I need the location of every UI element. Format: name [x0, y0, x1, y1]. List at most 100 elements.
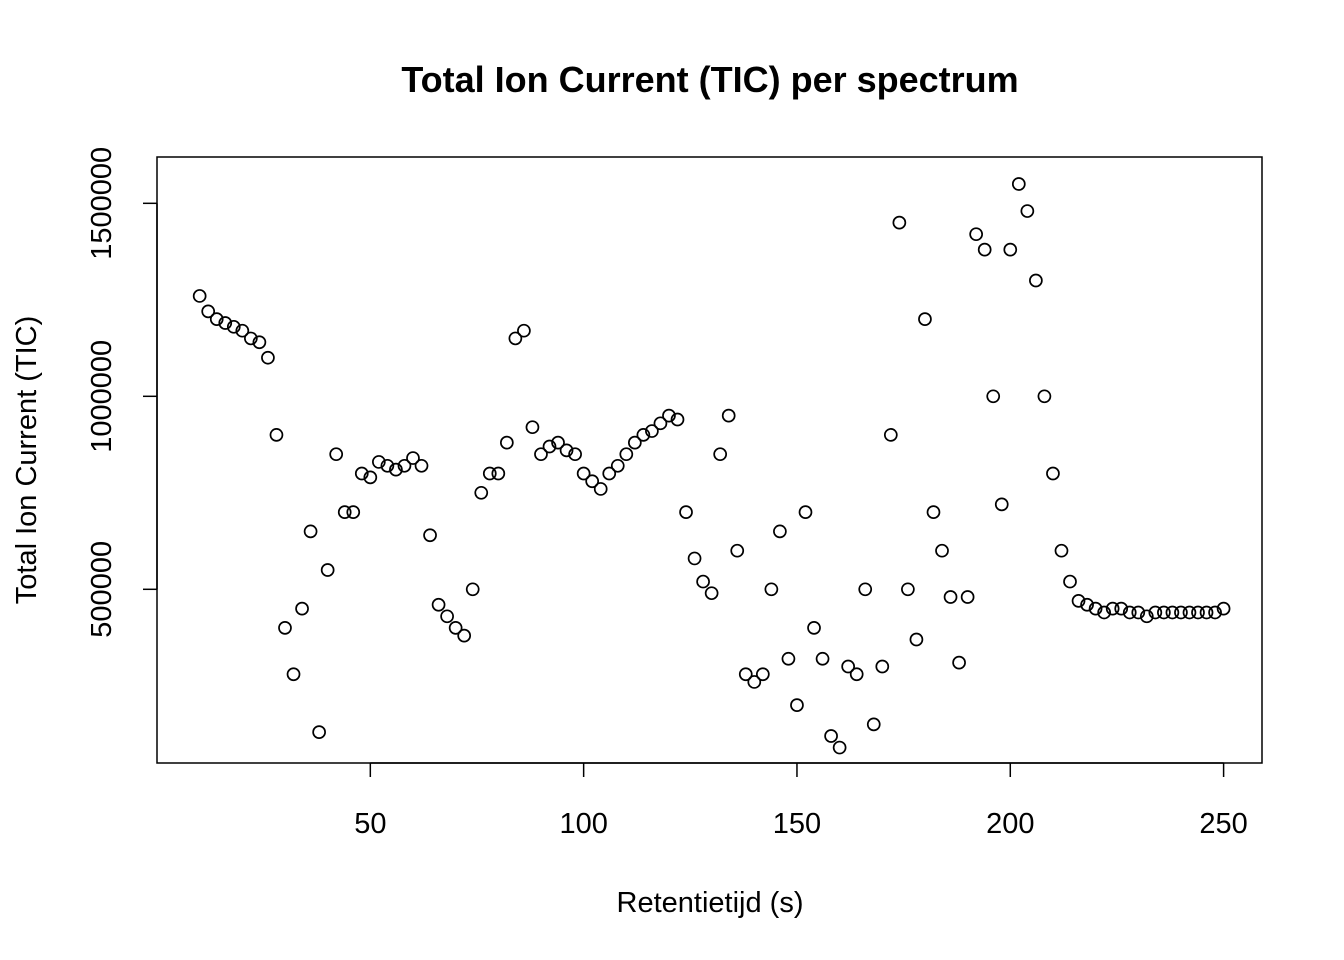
data-point	[1054, 543, 1069, 558]
data-point	[568, 447, 582, 462]
data-point	[781, 651, 796, 666]
data-point	[935, 543, 949, 558]
y-tick-label: 1000000	[86, 340, 118, 453]
data-point	[491, 466, 506, 481]
data-point	[909, 632, 924, 647]
data-point	[431, 597, 446, 612]
y-tick-label: 1500000	[86, 147, 118, 260]
data-point	[482, 466, 497, 481]
data-point	[1148, 605, 1163, 620]
data-point	[773, 524, 787, 539]
data-point	[619, 447, 634, 462]
data-point	[901, 582, 915, 597]
data-point	[1037, 389, 1052, 404]
data-point	[696, 574, 710, 589]
data-point	[397, 458, 412, 473]
data-point	[730, 543, 745, 558]
data-point	[960, 590, 975, 604]
plot-frame	[156, 156, 1263, 764]
data-point	[201, 304, 216, 319]
x-tick-label: 150	[773, 808, 821, 840]
data-point	[337, 505, 352, 519]
data-point	[602, 466, 617, 481]
data-point	[952, 655, 966, 670]
x-tick-label: 250	[1199, 808, 1247, 840]
x-tick-label: 50	[354, 808, 386, 840]
data-point	[585, 474, 600, 489]
data-point	[499, 435, 514, 450]
data-point	[747, 675, 762, 689]
data-point	[1157, 605, 1171, 620]
data-point	[918, 312, 932, 326]
data-point	[755, 667, 770, 682]
y-axis: 500000 1000000 1500000	[86, 147, 158, 638]
data-point	[849, 667, 864, 682]
data-point	[192, 289, 207, 303]
chart-title: Total Ion Current (TIC) per spectrum	[401, 59, 1018, 100]
x-tick-label: 200	[986, 808, 1034, 840]
data-point	[1131, 605, 1146, 620]
data-point	[1011, 177, 1026, 191]
data-point	[244, 331, 258, 346]
data-point	[687, 551, 702, 566]
data-point	[448, 621, 463, 635]
data-point	[457, 628, 472, 643]
data-point	[738, 667, 753, 682]
data-point	[662, 408, 676, 423]
data-point	[653, 416, 668, 431]
data-point	[329, 447, 344, 462]
data-point	[824, 729, 838, 743]
data-point	[218, 316, 233, 330]
data-point	[977, 242, 992, 257]
data-point	[866, 717, 881, 732]
data-point	[841, 659, 856, 674]
data-point	[790, 698, 804, 712]
data-point	[1199, 605, 1214, 620]
data-point	[610, 458, 625, 473]
data-point	[269, 428, 284, 442]
data-point	[1105, 601, 1120, 616]
data-point	[380, 458, 395, 473]
data-point	[1080, 597, 1094, 612]
data-point	[883, 428, 898, 442]
data-point	[1097, 605, 1111, 620]
data-point	[414, 458, 429, 473]
data-point	[943, 590, 958, 604]
data-point	[815, 651, 830, 666]
data-point	[1003, 242, 1018, 257]
data-point	[320, 563, 335, 577]
data-point	[346, 505, 361, 519]
data-point	[764, 582, 779, 597]
data-point	[235, 323, 250, 338]
x-axis: 50 100 150 200 250	[354, 762, 1248, 840]
data-point	[1020, 204, 1035, 218]
data-point	[559, 443, 574, 458]
data-point	[406, 451, 420, 465]
data-point	[1165, 605, 1180, 620]
data-point	[354, 466, 369, 481]
data-point	[994, 497, 1009, 512]
data-point	[875, 659, 890, 674]
data-point	[226, 319, 241, 334]
data-point	[1071, 594, 1086, 608]
data-point	[278, 621, 292, 635]
data-point	[303, 524, 318, 539]
data-point	[627, 435, 642, 450]
data-point	[1182, 605, 1197, 620]
data-point	[832, 740, 847, 755]
data-point	[1122, 605, 1137, 620]
data-point	[372, 455, 386, 469]
data-point	[1046, 466, 1060, 481]
data-point	[508, 331, 523, 346]
data-point	[798, 505, 813, 519]
data-point	[252, 335, 267, 350]
data-point	[261, 350, 275, 365]
data-point	[551, 435, 565, 450]
data-point	[465, 582, 480, 597]
data-point	[295, 601, 309, 616]
y-tick-label: 500000	[86, 541, 118, 638]
data-point	[363, 470, 378, 485]
data-point	[713, 447, 728, 462]
data-point	[474, 485, 489, 500]
data-point	[1063, 574, 1077, 589]
